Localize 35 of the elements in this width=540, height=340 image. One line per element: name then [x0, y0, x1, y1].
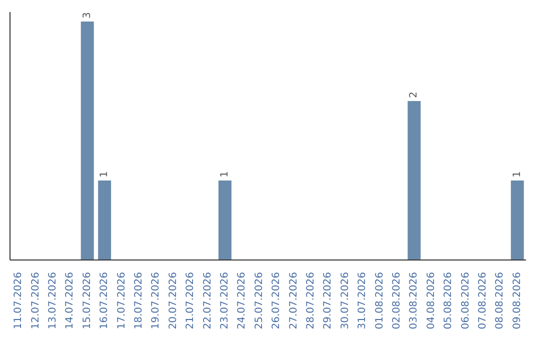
data-label: 3: [82, 12, 93, 19]
x-tick-label: 16.07.2026: [99, 272, 110, 330]
x-tick-label: 12.07.2026: [30, 272, 42, 330]
x-tick-label: 18.07.2026: [134, 272, 144, 330]
x-tick-label: 06.08.2026: [460, 272, 472, 330]
data-label: 1: [99, 171, 110, 178]
x-tick-label: 15.07.2026: [82, 272, 93, 330]
x-tick-label: 26.07.2026: [271, 272, 282, 330]
x-tick-label: 14.07.2026: [64, 272, 76, 330]
data-label: 1: [512, 171, 523, 178]
x-tick-label: 31.07.2026: [357, 272, 368, 330]
x-tick-label: 24.07.2026: [236, 272, 248, 330]
data-label: 1: [219, 171, 230, 178]
x-tick-label: 28.07.2026: [306, 272, 316, 330]
x-tick-label: 21.07.2026: [185, 272, 196, 330]
x-tick-label: 23.07.2026: [220, 272, 230, 330]
x-tick-label: 02.08.2026: [392, 272, 402, 330]
x-tick-label: 22.07.2026: [202, 272, 214, 330]
x-tick-label: 05.08.2026: [443, 272, 454, 330]
x-tick-label: 11.07.2026: [13, 272, 24, 330]
x-tick-label: 30.07.2026: [340, 272, 351, 330]
x-tick-label: 08.08.2026: [494, 272, 506, 330]
x-tick-label: 01.08.2026: [374, 272, 386, 330]
x-tick-label: 13.07.2026: [48, 272, 58, 330]
x-tick-label: 25.07.2026: [254, 272, 265, 330]
x-tick-label: 19.07.2026: [150, 272, 162, 330]
x-tick-label: 27.07.2026: [288, 272, 300, 330]
x-tick-label: 07.08.2026: [478, 272, 488, 330]
x-tick-label: 20.07.2026: [168, 272, 179, 330]
x-tick-label: 17.07.2026: [116, 272, 128, 330]
x-tick-label: 04.08.2026: [426, 272, 437, 330]
x-tick-label: 29.07.2026: [322, 272, 334, 330]
x-tick-label: 09.08.2026: [512, 272, 523, 330]
data-label: 2: [408, 92, 420, 98]
x-tick-label: 03.08.2026: [408, 272, 420, 330]
